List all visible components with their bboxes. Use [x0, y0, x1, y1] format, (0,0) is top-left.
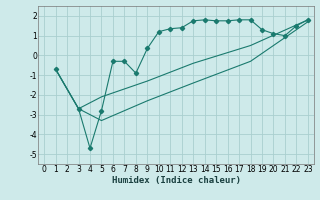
X-axis label: Humidex (Indice chaleur): Humidex (Indice chaleur) [111, 176, 241, 185]
